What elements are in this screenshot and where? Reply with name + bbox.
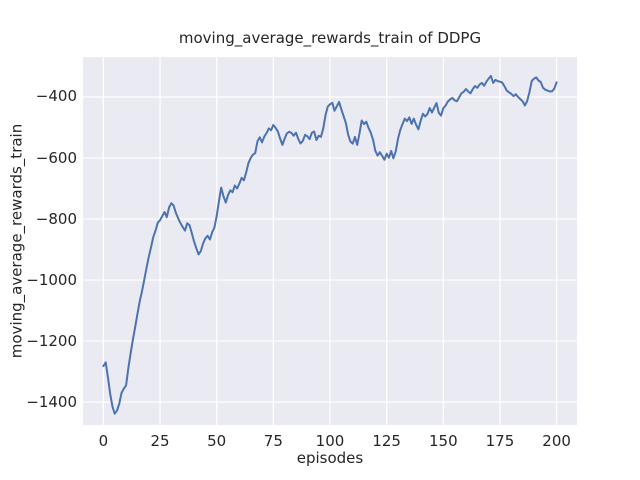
x-tick-label: 50 xyxy=(207,432,227,450)
series-line-ddpg xyxy=(102,74,558,415)
x-tick-label: 150 xyxy=(428,432,458,450)
y-tick-label: −1000 xyxy=(26,270,77,289)
y-tick-label: −1400 xyxy=(26,392,77,411)
x-axis-label: episodes xyxy=(296,449,364,467)
x-tick-label: 100 xyxy=(315,432,345,450)
y-tick-label: −800 xyxy=(35,209,77,228)
x-tick-label: 175 xyxy=(485,432,515,450)
y-tick-label: −1200 xyxy=(26,331,77,350)
x-tick-label: 25 xyxy=(150,432,170,450)
y-tick-label: −400 xyxy=(35,87,77,106)
chart-title: moving_average_rewards_train of DDPG xyxy=(178,29,482,47)
x-tick-label: 200 xyxy=(542,432,571,450)
y-tick-label: −600 xyxy=(35,148,77,167)
x-tick-label: 75 xyxy=(263,432,283,450)
x-tick-label: 0 xyxy=(98,432,109,450)
x-tick-label: 125 xyxy=(372,432,401,450)
